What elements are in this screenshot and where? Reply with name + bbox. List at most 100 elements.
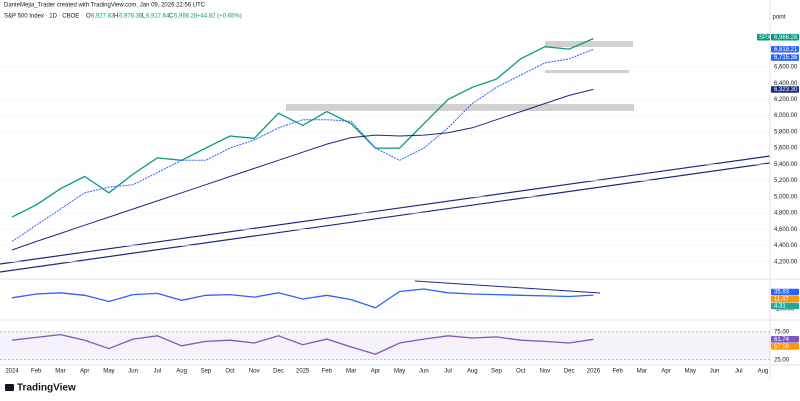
zone bbox=[545, 70, 629, 73]
price-tag: 4.31 bbox=[771, 302, 799, 310]
x-tick-label: Jul bbox=[735, 369, 743, 375]
tag-box bbox=[771, 33, 799, 41]
x-tick-label: Mar bbox=[637, 369, 647, 375]
x-tick-label: Sep bbox=[200, 369, 211, 375]
x-tick-label: 2024 bbox=[5, 369, 19, 375]
trend-line bbox=[0, 162, 771, 273]
tag-label: 6,323.30 bbox=[774, 87, 798, 93]
y-tick-label: -100.00 bbox=[774, 307, 795, 313]
x-tick-label: Oct bbox=[225, 369, 235, 375]
x-tick-label: Feb bbox=[31, 369, 42, 375]
brand-name: TradingView bbox=[17, 383, 76, 394]
x-tick-label: 2026 bbox=[587, 369, 601, 375]
x-tick-label: Aug bbox=[467, 369, 478, 375]
x-tick-label: Jul bbox=[154, 369, 162, 375]
zone bbox=[545, 41, 633, 47]
price-tag: 6,818.21 bbox=[771, 45, 799, 53]
ohlc-label: L bbox=[142, 14, 146, 20]
y-tick-label: 4,400.00 bbox=[774, 243, 798, 249]
series-line bbox=[11, 333, 594, 355]
tag-label: 6,715.36 bbox=[774, 55, 798, 61]
tag-box bbox=[771, 342, 799, 350]
tag-label: 6,966.28 bbox=[774, 35, 798, 41]
brand: TradingView bbox=[5, 383, 76, 394]
credit: DanteMejia_Trader created with TradingVi… bbox=[4, 3, 206, 9]
x-tick-label: Apr bbox=[80, 369, 89, 375]
x-tick-label: Jun bbox=[419, 369, 429, 375]
y-tick-label: 6,000.00 bbox=[774, 113, 798, 119]
tag-label: 35.93 bbox=[774, 290, 790, 296]
ohlc-label: H bbox=[114, 14, 118, 20]
y-tick-label: 25.00 bbox=[774, 357, 790, 363]
y-tick-label: 6,400.00 bbox=[774, 81, 798, 87]
tag-box bbox=[757, 33, 770, 41]
x-tick-label: Apr bbox=[371, 369, 380, 375]
trend-line bbox=[0, 155, 771, 265]
x-tick-label: Jun bbox=[128, 369, 138, 375]
x-tick-label: Mar bbox=[55, 369, 65, 375]
y-tick-label: 4,600.00 bbox=[774, 227, 798, 233]
tag-box bbox=[771, 86, 799, 93]
x-tick-label: May bbox=[103, 369, 114, 375]
ohlc-label: O bbox=[86, 14, 91, 20]
y-tick-label: 75.00 bbox=[774, 329, 790, 335]
y-tick-label: 6,600.00 bbox=[774, 65, 798, 71]
zone bbox=[286, 104, 634, 111]
y-tick-label: 5,200.00 bbox=[774, 178, 798, 184]
tag-label: 11.47 bbox=[774, 297, 789, 303]
tag-box bbox=[771, 54, 799, 61]
y-tick-label: 4,200.00 bbox=[774, 259, 798, 265]
series-line bbox=[11, 88, 594, 251]
ohlc-value: 6,917.64 bbox=[146, 14, 170, 20]
tag-label: 6,818.21 bbox=[774, 47, 798, 53]
tag-label: 57.56 bbox=[774, 344, 790, 350]
x-tick-label: May bbox=[685, 369, 696, 375]
scale-label: point bbox=[772, 15, 785, 21]
price-tag: 61.74 bbox=[771, 335, 799, 343]
x-tick-label: Apr bbox=[661, 369, 670, 375]
series-line bbox=[11, 38, 594, 218]
x-tick-label: Feb bbox=[322, 369, 333, 375]
tag-title: SPX bbox=[759, 35, 771, 41]
x-tick-label: Nov bbox=[249, 369, 260, 375]
x-tick-label: Jun bbox=[710, 369, 720, 375]
symbol: S&P 500 Index · 1D · CBOE bbox=[4, 14, 79, 20]
ohlc-value: 6,978.36 bbox=[119, 14, 143, 20]
x-tick-label: May bbox=[394, 369, 405, 375]
x-tick-label: Aug bbox=[758, 369, 769, 375]
tag-label: 4.31 bbox=[774, 304, 786, 310]
price-tag: 6,715.36 bbox=[771, 54, 799, 61]
x-tick-label: Feb bbox=[612, 369, 623, 375]
x-tick-label: Dec bbox=[273, 369, 284, 375]
price-tag: 57.56 bbox=[771, 342, 799, 350]
price-tag: 11.47 bbox=[771, 295, 799, 303]
x-tick-label: Sep bbox=[491, 369, 502, 375]
y-tick-label: 5,800.00 bbox=[774, 129, 798, 135]
tag-box bbox=[771, 45, 799, 53]
ohlc-value: 6,927.83 bbox=[91, 14, 115, 20]
tag-box bbox=[771, 335, 799, 343]
logo bbox=[5, 384, 14, 391]
y-tick-label: 4,800.00 bbox=[774, 211, 798, 217]
x-tick-label: 2025 bbox=[296, 369, 310, 375]
y-tick-label: 5,600.00 bbox=[774, 146, 798, 152]
y-tick-label: 5,000.00 bbox=[774, 194, 798, 200]
x-tick-label: Dec bbox=[564, 369, 575, 375]
tag-box bbox=[771, 302, 799, 310]
trend-line bbox=[414, 280, 601, 294]
series-line bbox=[11, 288, 594, 309]
ohlc-label: C bbox=[169, 14, 174, 20]
ohlc-value: 6,966.28 bbox=[174, 14, 198, 20]
legend-row: S&P 500 Index · 1D · CBOE O 6,927.83 H 6… bbox=[4, 14, 242, 20]
x-tick-label: Jul bbox=[444, 369, 452, 375]
tag-box bbox=[771, 295, 799, 303]
x-tick-label: Aug bbox=[176, 369, 187, 375]
x-tick-label: Nov bbox=[540, 369, 551, 375]
price-tag: 6,323.30 bbox=[771, 86, 799, 93]
y-tick-label: 5,400.00 bbox=[774, 162, 798, 168]
y-tick-label: 6,200.00 bbox=[774, 97, 798, 103]
change: +44.82 (+0.65%) bbox=[197, 14, 242, 20]
tag-label: 61.74 bbox=[774, 337, 790, 343]
series-line bbox=[11, 48, 594, 242]
